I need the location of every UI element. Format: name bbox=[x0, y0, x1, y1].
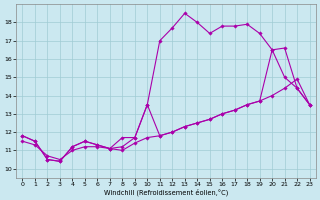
X-axis label: Windchill (Refroidissement éolien,°C): Windchill (Refroidissement éolien,°C) bbox=[104, 188, 228, 196]
